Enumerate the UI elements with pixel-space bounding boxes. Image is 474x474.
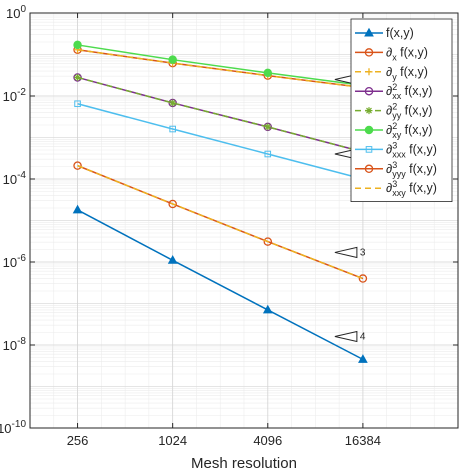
series-line [77, 103, 364, 180]
data-point-circle [364, 125, 374, 135]
data-point-circle [73, 161, 82, 170]
series-line [77, 76, 364, 153]
data-point-star [74, 73, 82, 81]
data-point-plus [365, 68, 373, 76]
axes-box [29, 12, 459, 429]
legend: f(x,y) ∂x f(x,y) ∂y f(x,y)∂2 xx f(x,y)∂2 yy … [350, 18, 453, 203]
data-point-circle [364, 86, 374, 96]
legend-entry: ∂2 xy f(x,y) [355, 121, 432, 140]
x-tick-label: 4096 [253, 433, 282, 448]
legend-entry: ∂2 yy f(x,y) [355, 102, 432, 121]
data-point-circle [263, 68, 273, 78]
y-tick-label: 10-6 [3, 253, 27, 270]
series-9 [77, 164, 364, 280]
y-tick-label: 10-10 [0, 419, 26, 436]
data-point-circle [73, 73, 82, 82]
axes: 10-10 10-8 10-6 10-4 10-2 100 256 1024 4096 16384… [0, 4, 459, 472]
data-point-circle [364, 48, 374, 57]
data-point-circle [73, 40, 82, 50]
slope-triangle: 3 [334, 246, 366, 259]
legend-entry: ∂3 xxx f(x,y) [355, 140, 437, 159]
data-point-triangle [358, 354, 368, 363]
data-point-circle [263, 122, 273, 132]
data-point-circle [168, 199, 177, 209]
legend-label: ∂y f(x,y) [386, 65, 428, 82]
slope-label: 4 [360, 332, 366, 343]
slope-triangle-shape [334, 330, 358, 343]
x-axis-title: Mesh resolution [191, 455, 297, 472]
legend-entry: ∂2 xx f(x,y) [355, 82, 432, 101]
series-line [77, 49, 363, 89]
data-point-square [264, 150, 272, 158]
data-point-square [169, 125, 176, 133]
series-line [77, 164, 364, 280]
data-point-circle [168, 98, 177, 108]
legend-entry: f(x,y) [355, 26, 414, 40]
data-point-square [365, 146, 373, 153]
x-tick-label: 256 [67, 433, 89, 448]
data-point-circle [263, 237, 273, 246]
legend-label: ∂3 xxx f(x,y) [386, 140, 437, 159]
legend-label: ∂2 xy f(x,y) [386, 121, 432, 140]
y-tick-label: 100 [6, 4, 26, 21]
x-tick-label: 1024 [158, 433, 187, 448]
legend-label: ∂3 yyy f(x,y) [386, 160, 437, 179]
data-point-star [264, 123, 272, 131]
legend-label: ∂x f(x,y) [386, 45, 428, 62]
legend-entry: ∂y f(x,y) [355, 65, 428, 82]
data-point-square [74, 100, 81, 108]
slope-triangle-shape [334, 246, 358, 259]
y-tick-label: 10-2 [3, 87, 27, 104]
series-line [77, 44, 363, 87]
legend-entry: ∂3 xxy f(x,y) [355, 179, 437, 198]
data-point-circle [364, 164, 374, 174]
slope-triangle: 4 [334, 330, 366, 343]
data-point-triangle [364, 27, 374, 37]
series-6 [73, 40, 368, 90]
data-point-triangle [262, 304, 273, 314]
legend-entry: ∂3 yyy f(x,y) [355, 160, 437, 179]
y-tick-label: 10-8 [3, 336, 27, 353]
legend-label: ∂2 yy f(x,y) [386, 102, 432, 121]
legend-label: f(x,y) [386, 26, 414, 40]
data-point-triangle [72, 204, 83, 214]
legend-label: ∂2 xx f(x,y) [386, 82, 432, 101]
data-point-circle [358, 274, 368, 283]
legend-entry: ∂x f(x,y) [355, 45, 428, 62]
slope-label: 3 [360, 247, 366, 258]
legend-label: ∂3 xxy f(x,y) [386, 179, 437, 198]
data-point-star [365, 107, 373, 115]
y-tick-label: 10-4 [3, 170, 27, 187]
x-tick-label: 16384 [345, 433, 381, 448]
series-1 [72, 204, 368, 363]
data-point-triangle [167, 255, 178, 264]
series-line [77, 209, 364, 361]
plot-series [72, 40, 368, 363]
data-point-circle [168, 55, 177, 64]
data-point-star [169, 99, 177, 107]
